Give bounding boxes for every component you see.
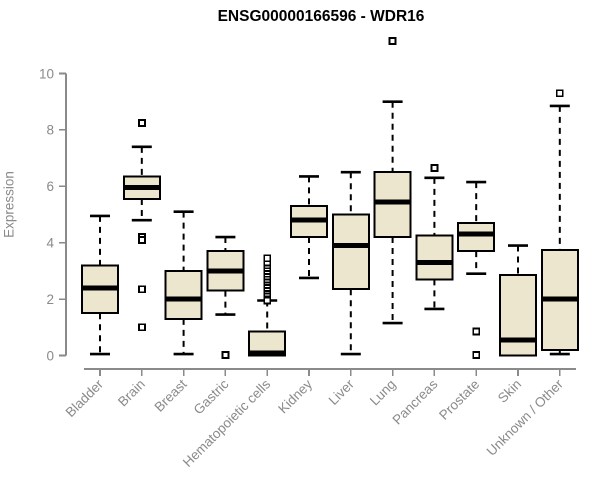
x-category-label: Breast: [152, 376, 190, 414]
boxplot-unknown-other: [540, 89, 579, 356]
y-tick-label: 10: [39, 66, 54, 81]
outlier-point: [137, 235, 146, 244]
outlier-point: [137, 285, 146, 294]
outlier-point: [430, 164, 439, 172]
iqr-box: [373, 171, 412, 239]
y-tick-label: 8: [46, 123, 54, 138]
boxplot-lung: [373, 37, 412, 325]
x-category-label: Pancreas: [390, 376, 441, 427]
y-tick-label: 0: [46, 348, 54, 363]
outlier-point: [472, 327, 481, 336]
boxplot-brain: [122, 118, 161, 332]
x-category-label: Lung: [367, 377, 399, 409]
y-tick-label: 2: [46, 292, 54, 307]
outlier-point: [555, 89, 564, 98]
outlier-point: [263, 296, 272, 305]
iqr-box: [164, 269, 203, 320]
x-category-label: Kidney: [275, 376, 315, 416]
iqr-box: [457, 221, 496, 253]
outlier-point: [137, 323, 146, 332]
boxplot-breast: [164, 210, 203, 356]
x-category-label: Brain: [115, 377, 148, 410]
x-category-label: Unknown / Other: [484, 376, 567, 459]
x-category-label: Gastric: [191, 376, 232, 417]
x-category-label: Skin: [495, 377, 524, 406]
outlier-point: [137, 118, 146, 127]
outlier-point: [388, 37, 397, 46]
iqr-box: [499, 274, 537, 357]
x-category-label: Liver: [326, 376, 358, 408]
chart-title: ENSG00000166596 - WDR16: [217, 8, 425, 25]
y-tick-label: 4: [46, 236, 54, 251]
boxplot-gastric: [206, 235, 245, 359]
boxplot-prostate: [457, 180, 496, 359]
outlier-point: [472, 350, 481, 359]
boxplot-bladder: [81, 214, 119, 356]
x-category-label: Bladder: [63, 376, 107, 420]
y-axis: 0 2 4 6 8 10: [39, 66, 67, 363]
boxplot-liver: [331, 170, 370, 356]
iqr-box: [415, 234, 454, 281]
y-tick-label: 6: [46, 179, 54, 194]
outlier-point: [263, 254, 272, 263]
boxplot-hematopoietic-cells: [248, 254, 287, 357]
iqr-box: [331, 213, 370, 291]
boxplot-pancreas: [415, 164, 454, 311]
boxplot-kidney: [290, 175, 328, 280]
outlier-point: [221, 350, 230, 359]
x-category-label: Prostate: [436, 377, 482, 423]
boxplot-skin: [499, 244, 537, 357]
